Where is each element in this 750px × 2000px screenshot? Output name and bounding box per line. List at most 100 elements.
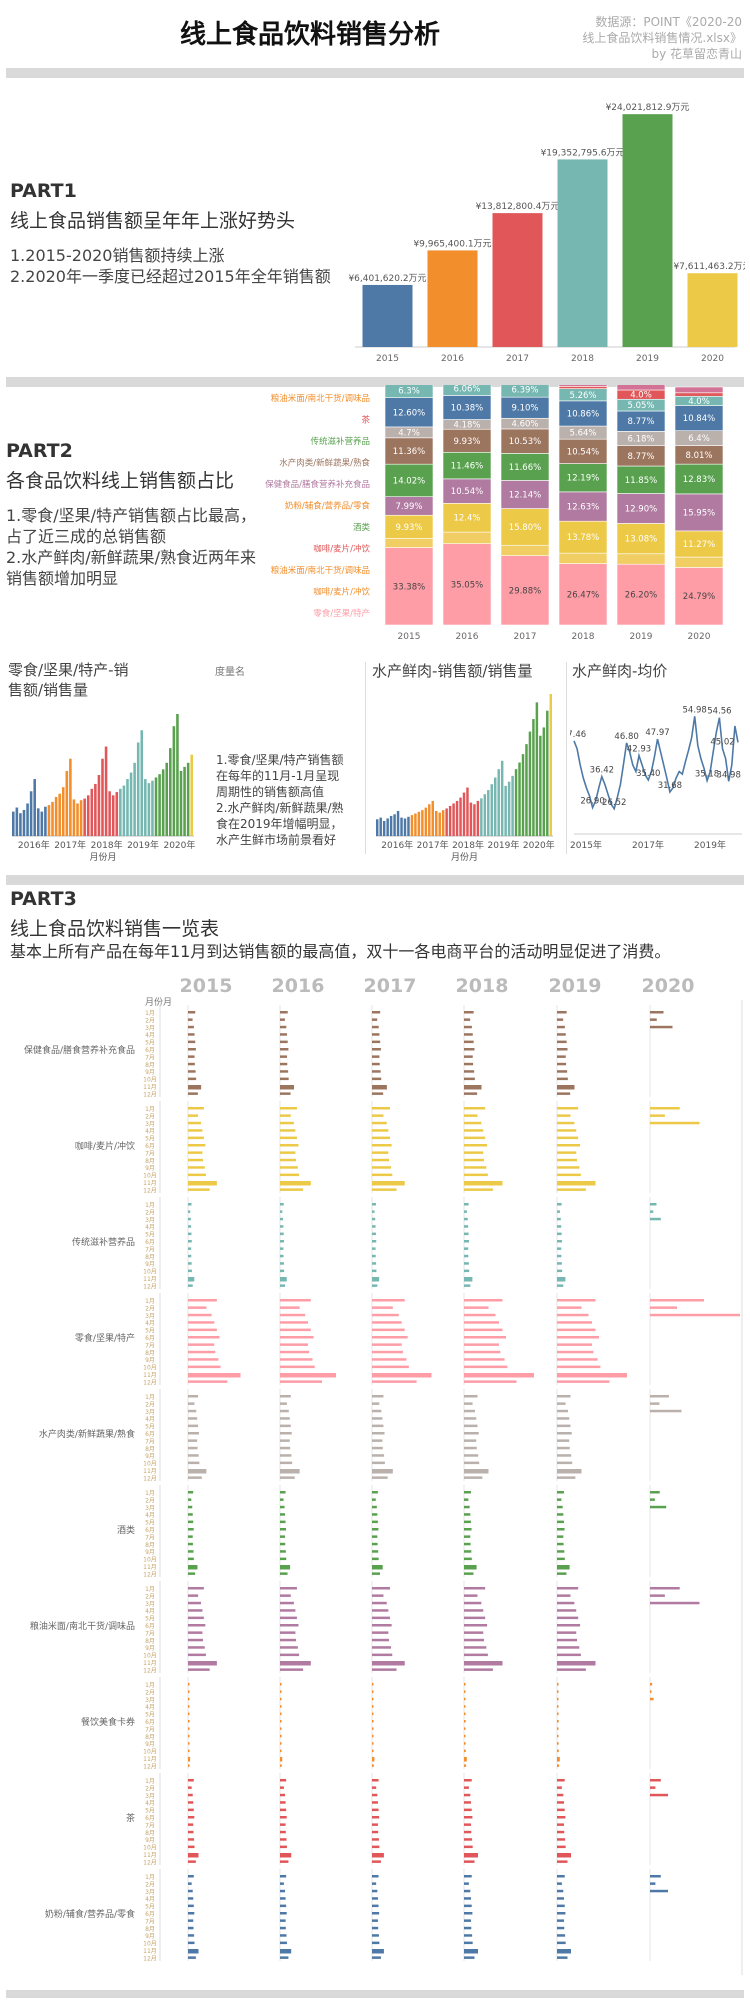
- table-bar: [557, 1616, 579, 1620]
- table-bar: [464, 1158, 485, 1162]
- table-bar: [557, 1816, 566, 1819]
- table-bar: [188, 1845, 195, 1849]
- table-bar: [188, 1587, 204, 1590]
- table-bar: [280, 1742, 282, 1745]
- part1-subtitle: 线上食品销售额呈年年上涨好势头: [10, 210, 296, 232]
- month-tick: 6月: [145, 1815, 155, 1822]
- month-tick: 2月: [145, 1881, 155, 1888]
- month-tick: 9月: [145, 1933, 155, 1940]
- table-bar: [188, 1875, 194, 1878]
- table-bar: [372, 1114, 384, 1117]
- table-bar: [280, 1158, 297, 1162]
- table-bar: [464, 1853, 478, 1858]
- segment-label: 5.05%: [627, 401, 654, 411]
- table-bar: [464, 1904, 472, 1908]
- year-header-2018: 2018: [455, 975, 509, 997]
- table-bar: [280, 1313, 306, 1317]
- month-tick: 8月: [145, 1926, 155, 1933]
- bar: [29, 791, 33, 836]
- table-bar: [557, 1336, 599, 1339]
- bar: [532, 719, 535, 836]
- table-bar: [372, 1601, 387, 1605]
- table-bar: [188, 1055, 195, 1058]
- table-bar: [280, 1166, 298, 1169]
- table-bar: [280, 1114, 291, 1117]
- table-bar: [557, 1587, 579, 1590]
- table-bar: [557, 1048, 568, 1051]
- table-bar: [557, 1070, 568, 1073]
- table-bar: [464, 1299, 503, 1302]
- segment-2017-2: [500, 508, 550, 546]
- table-bar: [188, 1476, 202, 1479]
- month-tick: 8月: [145, 1734, 155, 1741]
- month-tick: 6月: [145, 1239, 155, 1246]
- table-bar: [188, 1077, 197, 1081]
- table-bar: [650, 1889, 668, 1893]
- month-tick: 5月: [145, 1136, 155, 1143]
- table-bar: [557, 1786, 562, 1789]
- table-bar: [280, 1513, 286, 1516]
- segment-label: 12.4%: [453, 514, 480, 524]
- table-bar: [464, 1919, 471, 1922]
- table-bar: [372, 1136, 390, 1140]
- table-bar: [280, 1025, 287, 1029]
- table-bar: [188, 1926, 194, 1930]
- table-bar: [280, 1085, 294, 1090]
- table-bar: [372, 1247, 376, 1250]
- table-bar: [280, 1638, 297, 1642]
- bar: [417, 811, 421, 836]
- table-bar: [372, 1956, 381, 1959]
- table-bar: [557, 1439, 570, 1442]
- table-bar: [650, 1402, 660, 1405]
- bar: [69, 758, 72, 836]
- segment-2015-1: [384, 537, 434, 548]
- segment-label: 12.60%: [393, 408, 425, 418]
- table-bar: [464, 1860, 475, 1863]
- group-label: 奶粉/辅食/营养品/零食: [45, 1908, 135, 1920]
- table-bar: [372, 1417, 383, 1420]
- bar: [504, 785, 507, 836]
- table-bar: [464, 1048, 475, 1051]
- table-bar: [464, 1624, 488, 1627]
- table-bar: [372, 1011, 381, 1014]
- table-bar: [372, 1373, 432, 1378]
- table-bar: [557, 1166, 580, 1169]
- table-bar: [557, 1934, 566, 1937]
- table-bar: [372, 1018, 378, 1021]
- table-bar: [372, 1025, 379, 1029]
- table-bar: [188, 1432, 200, 1435]
- table-bar: [557, 1801, 564, 1804]
- month-tick: 3月: [145, 1313, 155, 1320]
- segment-label: 4.7%: [398, 428, 420, 438]
- table-bar: [557, 1860, 568, 1863]
- legend-item: 水产肉类/新鲜蔬果/熟食: [279, 458, 370, 469]
- bar: [507, 781, 511, 836]
- table-bar: [557, 1350, 594, 1354]
- table-bar: [557, 1528, 565, 1531]
- bar: [500, 760, 504, 836]
- table-bar: [464, 1469, 489, 1474]
- table-bar: [280, 1328, 311, 1332]
- table-bar: [188, 1299, 217, 1302]
- table-bar: [188, 1048, 196, 1051]
- segment-label: 9.10%: [511, 404, 538, 414]
- table-bar: [188, 1801, 194, 1804]
- group-label: 水产肉类/新鲜蔬果/熟食: [39, 1428, 135, 1440]
- table-bar: [280, 1062, 288, 1066]
- table-bar: [650, 1203, 657, 1206]
- bar: [126, 779, 129, 836]
- table-bar: [372, 1476, 388, 1479]
- group-label: 保健食品/膳食营养补充食品: [24, 1044, 135, 1056]
- table-bar: [557, 1853, 571, 1858]
- table-bar: [280, 1395, 291, 1398]
- table-bar: [557, 1889, 564, 1893]
- table-bar: [188, 1882, 192, 1885]
- table-bar: [188, 1040, 196, 1044]
- table-bar: [464, 1801, 471, 1804]
- table-bar: [557, 1092, 571, 1095]
- table-bar: [188, 1572, 196, 1575]
- legend-item: 茶: [361, 415, 370, 426]
- month-tick: 2月: [145, 1785, 155, 1792]
- segment-label: 10.38%: [451, 404, 483, 414]
- table-bar: [464, 1129, 484, 1132]
